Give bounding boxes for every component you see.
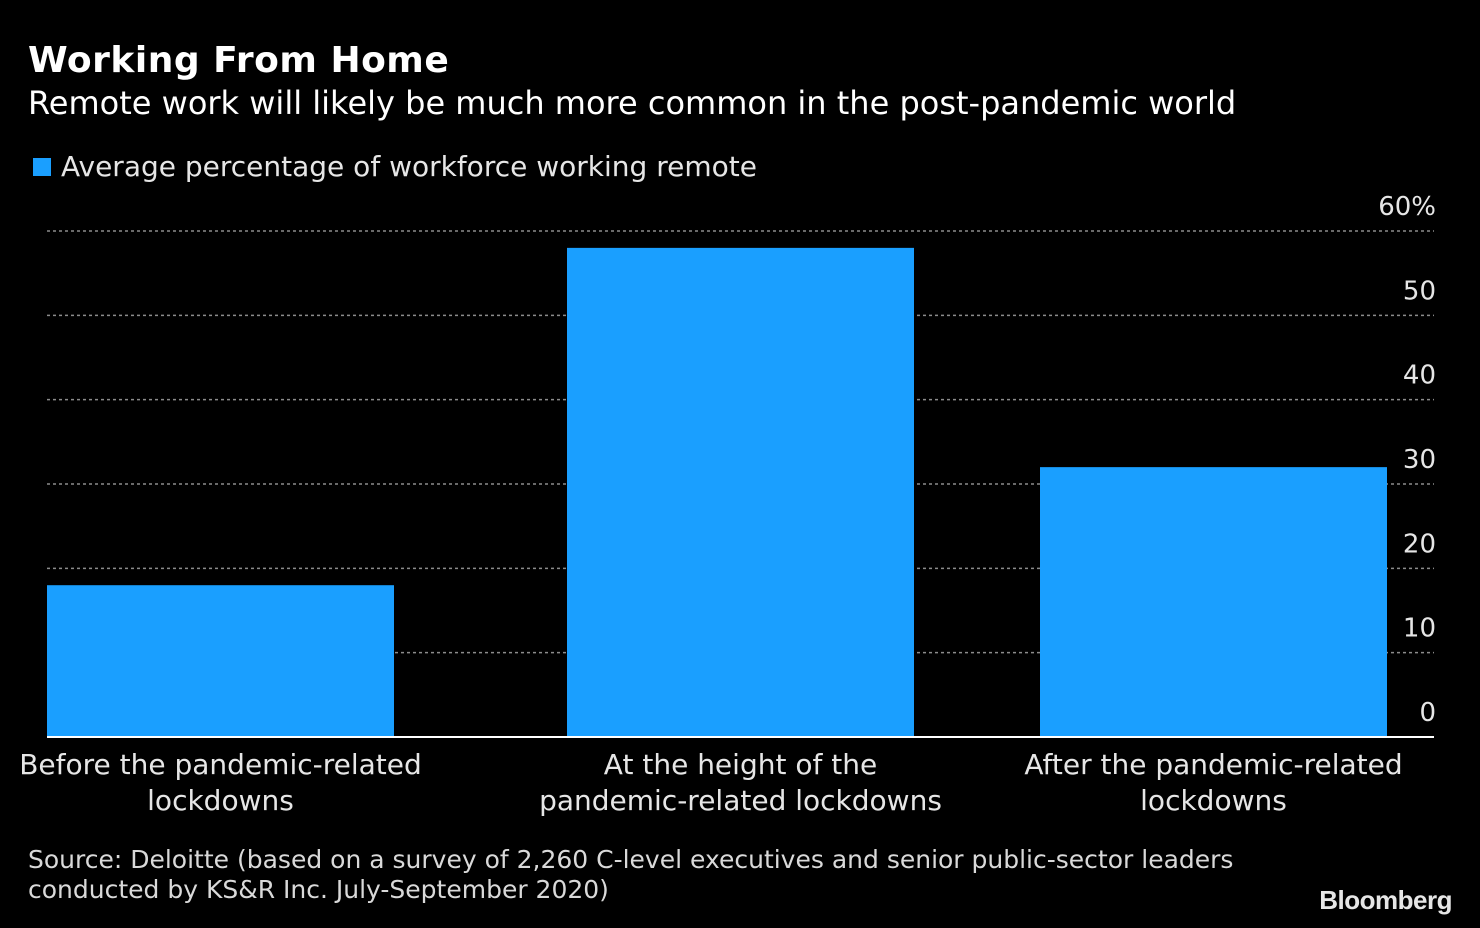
legend-label: Average percentage of workforce working …	[61, 150, 757, 183]
y-tick-label: 50	[1403, 276, 1436, 306]
y-tick-label: 0	[1419, 698, 1436, 728]
bar	[47, 585, 394, 737]
bloomberg-logo: Bloomberg	[1319, 885, 1452, 915]
x-tick-label: lockdowns	[147, 784, 294, 817]
y-tick-label: 40	[1403, 361, 1436, 391]
x-tick-label: At the height of the	[604, 748, 877, 781]
chart-title: Working From Home	[28, 40, 450, 81]
chart-subtitle: Remote work will likely be much more com…	[28, 84, 1237, 122]
x-tick-label: pandemic-related lockdowns	[539, 784, 942, 817]
y-tick-label: 10	[1403, 614, 1436, 644]
x-tick-label: Before the pandemic-related	[19, 748, 422, 781]
source-line-2: conducted by KS&R Inc. July-September 20…	[28, 875, 609, 904]
bar	[567, 247, 914, 737]
source-line-1: Source: Deloitte (based on a survey of 2…	[28, 845, 1234, 874]
source-note: Source: Deloitte (based on a survey of 2…	[28, 845, 1268, 905]
legend: Average percentage of workforce working …	[33, 150, 757, 183]
y-tick-label: 30	[1403, 445, 1436, 475]
y-tick-label: 20	[1403, 529, 1436, 559]
legend-swatch	[33, 157, 51, 176]
bar	[1040, 467, 1387, 737]
x-tick-label: lockdowns	[1140, 784, 1287, 817]
x-tick-label: After the pandemic-related	[1024, 748, 1402, 781]
y-tick-label: 60%	[1378, 192, 1436, 222]
